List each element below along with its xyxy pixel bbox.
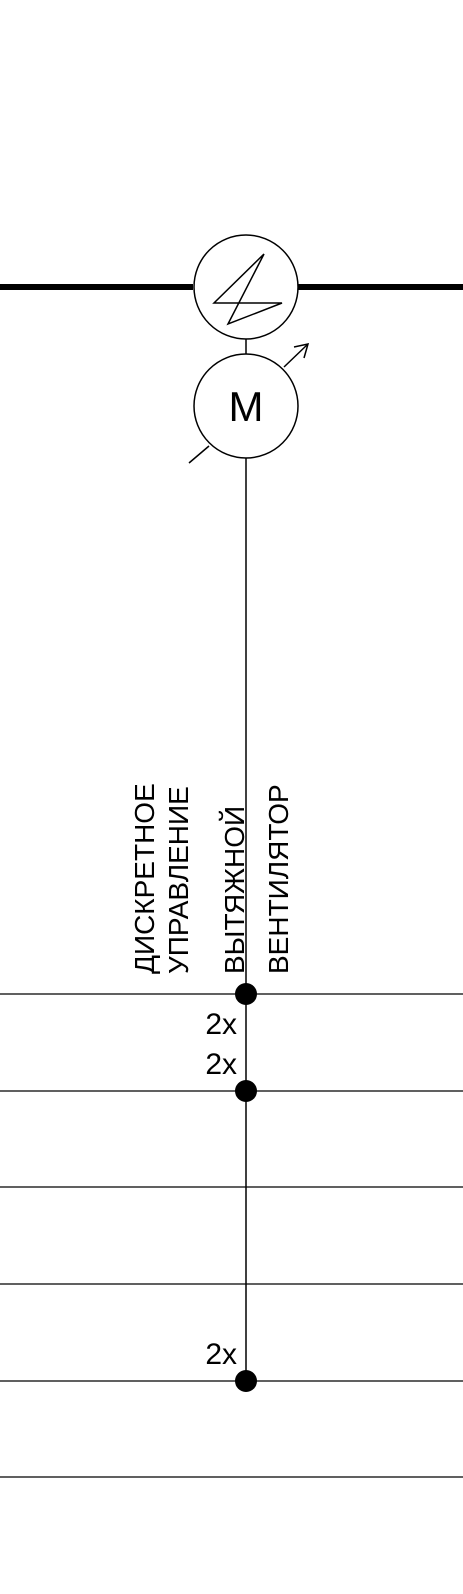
connection-count-5: 2x [205,1338,237,1371]
variable-speed-arrow-icon [188,343,310,464]
label-line-2: УПРАВЛЕНИЕ [163,786,194,974]
connection-dot-5[interactable] [235,1370,257,1392]
label-line-4: ВЕНТИЛЯТОР [263,784,294,974]
motor-label: M [229,383,264,430]
label-line-1: ДИСКРЕТНОЕ [129,783,160,974]
connection-dot-2[interactable] [235,1080,257,1102]
connection-count-2: 2x [205,1048,237,1081]
motor-symbol[interactable]: M [193,353,299,459]
connection-count-1: 2x [205,1008,237,1041]
connection-dot-1[interactable] [235,983,257,1005]
fan-damper-symbol[interactable] [193,234,299,340]
label-line-3: ВЫТЯЖНОЙ [219,806,250,974]
